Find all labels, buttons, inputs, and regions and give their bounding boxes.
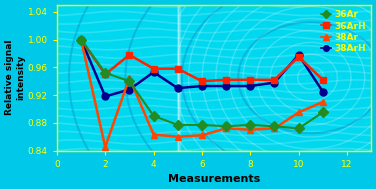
38Ar xyxy=(296,111,301,114)
38ArH xyxy=(79,38,83,41)
36Ar xyxy=(151,115,156,117)
38Ar xyxy=(248,129,253,131)
Line: 38Ar: 38Ar xyxy=(77,36,326,151)
38Ar xyxy=(127,77,132,79)
36ArH xyxy=(272,79,277,81)
38ArH xyxy=(127,88,132,91)
38ArH xyxy=(248,85,253,87)
36Ar xyxy=(176,124,180,126)
36Ar xyxy=(320,111,325,114)
38Ar xyxy=(103,146,108,148)
36ArH xyxy=(127,54,132,56)
Line: 36ArH: 36ArH xyxy=(77,36,326,85)
Legend: 36Ar, 36ArH, 38Ar, 38ArH: 36Ar, 36ArH, 38Ar, 38ArH xyxy=(320,9,367,54)
36Ar xyxy=(127,80,132,82)
38Ar xyxy=(272,127,277,129)
38ArH xyxy=(320,91,325,93)
38Ar xyxy=(176,136,180,138)
Y-axis label: Relative signal
intensity: Relative signal intensity xyxy=(5,40,25,115)
36ArH xyxy=(200,80,204,82)
Line: 36Ar: 36Ar xyxy=(77,36,326,132)
38ArH xyxy=(151,71,156,73)
36ArH xyxy=(296,56,301,58)
38Ar xyxy=(79,38,83,41)
36Ar xyxy=(103,72,108,74)
36Ar xyxy=(296,127,301,129)
38Ar xyxy=(320,101,325,103)
X-axis label: Measurements: Measurements xyxy=(168,174,260,184)
36Ar xyxy=(224,125,228,127)
38Ar xyxy=(224,127,228,129)
38ArH xyxy=(200,85,204,87)
36Ar xyxy=(248,124,253,126)
36ArH xyxy=(248,79,253,81)
38ArH xyxy=(103,95,108,98)
38Ar xyxy=(200,134,204,136)
38ArH xyxy=(176,87,180,89)
36ArH xyxy=(224,79,228,81)
38ArH xyxy=(272,81,277,84)
38Ar xyxy=(151,133,156,136)
36Ar xyxy=(79,38,83,41)
38ArH xyxy=(224,85,228,87)
36Ar xyxy=(200,124,204,126)
36ArH xyxy=(103,73,108,75)
36ArH xyxy=(176,67,180,70)
36ArH xyxy=(79,38,83,41)
36ArH xyxy=(151,67,156,70)
38ArH xyxy=(296,54,301,56)
36ArH xyxy=(320,79,325,81)
36Ar xyxy=(272,125,277,127)
Line: 38ArH: 38ArH xyxy=(77,36,326,100)
